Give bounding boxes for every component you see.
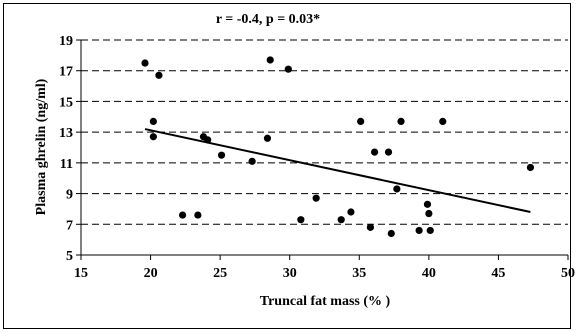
data-point-15 xyxy=(312,194,320,202)
data-point-30 xyxy=(526,163,535,172)
x-tick-label-50: 50 xyxy=(561,266,575,281)
data-point-14 xyxy=(297,216,305,224)
data-point-17 xyxy=(347,208,355,216)
y-tick-label-17: 17 xyxy=(59,65,73,80)
data-point-3 xyxy=(149,133,157,141)
data-point-10 xyxy=(248,157,256,165)
data-point-24 xyxy=(397,117,405,125)
data-point-13 xyxy=(284,65,292,73)
data-point-20 xyxy=(370,148,379,156)
data-point-9 xyxy=(217,151,226,159)
trendline-group xyxy=(144,128,531,213)
y-tick-label-5: 5 xyxy=(66,249,73,264)
x-tick-label-35: 35 xyxy=(352,266,366,281)
data-point-4 xyxy=(155,71,163,79)
x-tick-label-20: 20 xyxy=(144,266,158,281)
data-point-16 xyxy=(337,216,345,224)
y-tick-label-7: 7 xyxy=(66,218,73,233)
data-point-1 xyxy=(141,59,149,67)
data-point-29 xyxy=(439,117,447,125)
y-tick-label-19: 19 xyxy=(59,34,73,49)
trendline xyxy=(144,128,531,213)
data-point-8 xyxy=(204,136,212,144)
x-tick-label-25: 25 xyxy=(213,266,227,281)
axes xyxy=(76,39,569,260)
y-tick-label-13: 13 xyxy=(59,126,73,141)
y-axis-label: Plasma ghrelin (ng/ml) xyxy=(34,78,49,215)
data-point-2 xyxy=(149,117,157,125)
data-point-18 xyxy=(357,117,365,125)
x-tick-label-30: 30 xyxy=(283,266,297,281)
gridlines xyxy=(81,39,568,225)
x-axis-label: Truncal fat mass (% ) xyxy=(260,294,391,309)
chart-frame xyxy=(3,3,571,329)
data-point-21 xyxy=(384,148,393,156)
chart-title: r = -0.4, p = 0.03* xyxy=(216,12,320,27)
y-tick-labels: 5 7 9 11 13 15 17 19 xyxy=(59,34,73,264)
x-tick-label-15: 15 xyxy=(74,266,88,281)
y-tick-label-11: 11 xyxy=(60,157,73,172)
x-tick-labels: 15 20 25 30 35 40 45 50 xyxy=(74,266,575,281)
data-point-23 xyxy=(393,185,401,193)
data-point-25 xyxy=(415,226,423,235)
data-point-28 xyxy=(426,226,434,235)
y-tick-label-9: 9 xyxy=(66,188,73,203)
data-points xyxy=(141,56,535,238)
data-point-22 xyxy=(387,229,395,238)
data-point-19 xyxy=(366,223,375,231)
x-tick-label-45: 45 xyxy=(491,266,505,281)
data-point-11 xyxy=(263,134,272,142)
data-point-5 xyxy=(178,211,187,219)
data-point-6 xyxy=(194,211,202,219)
y-tick-label-15: 15 xyxy=(59,95,73,110)
data-point-12 xyxy=(266,56,274,64)
data-point-27 xyxy=(425,209,433,218)
x-tick-label-40: 40 xyxy=(422,266,436,281)
data-point-26 xyxy=(423,200,432,208)
